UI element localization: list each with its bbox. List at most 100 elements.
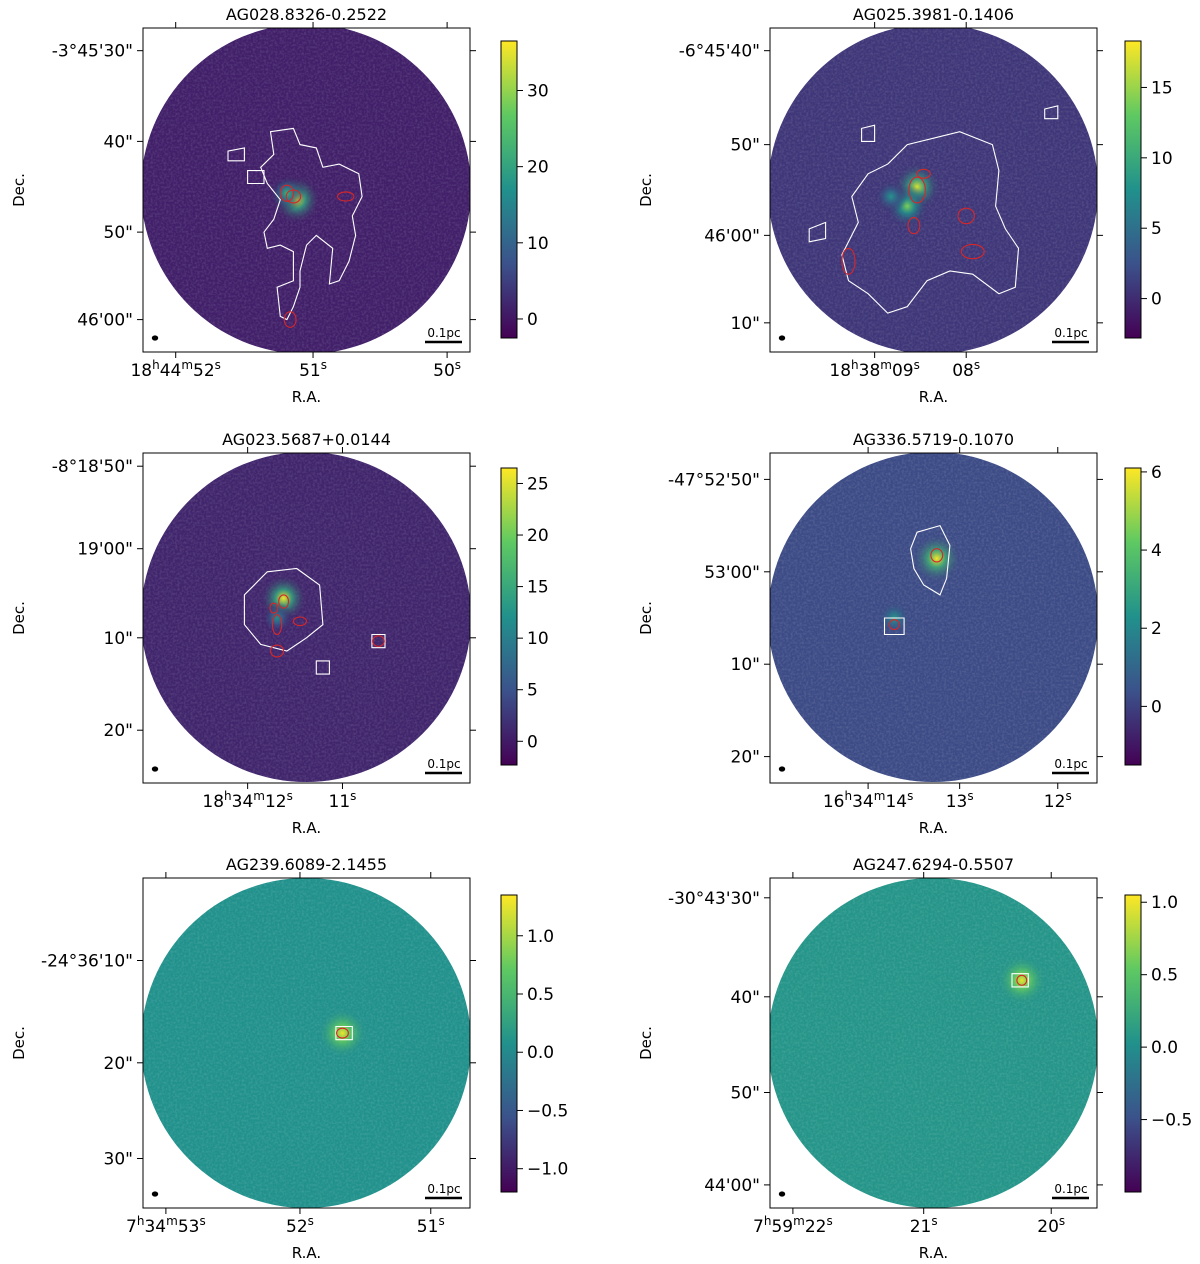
colorbar-tick-label: 0	[1151, 697, 1162, 717]
scalebar-label: 0.1pc	[427, 757, 460, 771]
x-ticks: 18h44m52s 51s 50s	[130, 22, 461, 381]
contour-core	[916, 168, 931, 179]
x-tick-label: 50s	[433, 358, 461, 381]
core-contours	[888, 548, 944, 631]
y-tick-label: 19'00"	[77, 540, 133, 560]
panel-title: AG025.3981-0.1406	[853, 5, 1014, 24]
scalebar-label: 0.1pc	[1054, 326, 1087, 340]
x-tick-label: 08s	[952, 358, 980, 381]
contour-outer	[335, 1025, 353, 1041]
contour-core	[292, 616, 308, 627]
contour-outer	[861, 124, 876, 142]
panel-3: AG023.5687+0.0144 0.1pc 18h34m12s 11s -8°18'…	[10, 430, 549, 837]
y-tick-label: 40"	[731, 988, 760, 1008]
y-ticks: -3°45'30" 40" 50" 46'00"	[52, 42, 476, 331]
colorbar: −0.5 0.0 0.5 1.0	[1124, 893, 1192, 1193]
x-axis-label: R.A.	[919, 1244, 948, 1262]
contour-core	[960, 243, 985, 260]
panel-6: AG247.6294-0.5507 0.1pc 7h59m22s 21s 20s -30°…	[637, 855, 1192, 1262]
colorbar-tick-label: 10	[527, 234, 549, 254]
emission-peak	[874, 180, 908, 213]
colorbar: 0 5 10 15 20 25	[500, 467, 549, 766]
panel-title: AG247.6294-0.5507	[853, 855, 1014, 874]
y-tick-label: 50"	[104, 223, 133, 243]
map-noise	[143, 878, 470, 1208]
y-tick-label: 10"	[731, 655, 760, 675]
panel-title: AG023.5687+0.0144	[222, 430, 391, 449]
y-tick-label: -8°18'50"	[52, 457, 133, 477]
contour-core	[279, 184, 294, 202]
colorbar-gradient	[500, 40, 518, 339]
y-ticks: -30°43'30" 40" 50" 44'00"	[668, 889, 1103, 1196]
colorbar-tick-label: 0	[527, 732, 538, 752]
core-contours	[841, 168, 985, 275]
axes-frame	[769, 877, 1098, 1209]
contour-core	[283, 311, 297, 328]
x-tick-label: 7h59m22s	[753, 1214, 833, 1237]
y-axis-label: Dec.	[10, 1026, 28, 1060]
panel-title: AG336.5719-0.1070	[853, 430, 1014, 449]
map-noise	[143, 453, 470, 782]
contour-outer	[247, 170, 265, 185]
panel-title: AG028.8326-0.2522	[226, 5, 387, 24]
axes-frame	[769, 452, 1098, 784]
x-tick-label: 13s	[946, 789, 974, 812]
beam-ellipse	[778, 1191, 786, 1197]
colorbar-tick-label: 5	[527, 681, 538, 701]
emission-peak	[261, 602, 294, 634]
x-axis-label: R.A.	[919, 388, 948, 406]
y-tick-label: 20"	[731, 748, 760, 768]
scalebar-label: 0.1pc	[427, 1182, 460, 1196]
axes-frame	[142, 877, 471, 1209]
beam-ellipse	[778, 335, 786, 341]
y-tick-label: 44'00"	[704, 1176, 760, 1196]
contour-outer	[910, 524, 951, 596]
contour-core	[907, 216, 921, 235]
contour-core	[930, 548, 944, 563]
contour-outer	[315, 660, 330, 675]
outer-contours	[335, 1025, 353, 1041]
colorbar-tick-label: 10	[1151, 149, 1173, 169]
contour-core	[337, 191, 355, 202]
emission-peak	[912, 533, 962, 584]
panel-2: AG025.3981-0.1406 0.1pc 18h38m09s 08s -6°45'…	[637, 5, 1173, 406]
y-tick-label: 53'00"	[704, 563, 760, 583]
outer-contours	[227, 127, 363, 321]
intensity-map	[770, 878, 1097, 1208]
colorbar-tick-label: 0.5	[527, 985, 554, 1005]
contour-core	[888, 619, 900, 631]
y-axis-label: Dec.	[637, 1026, 655, 1060]
contour-outer	[243, 567, 324, 652]
y-ticks: -8°18'50" 19'00" 10" 20"	[52, 457, 476, 741]
colorbar-gradient	[500, 467, 518, 766]
y-axis-label: Dec.	[637, 173, 655, 207]
colorbar-tick-label: −0.5	[1151, 1111, 1192, 1131]
intensity-map	[143, 28, 470, 352]
emission-peak	[317, 1008, 368, 1058]
contour-core	[336, 1027, 349, 1039]
scalebar-label: 0.1pc	[1054, 1182, 1087, 1196]
contour-outer	[260, 127, 363, 321]
x-tick-label: 18h34m12s	[202, 789, 293, 812]
colorbar-tick-label: −0.5	[527, 1101, 568, 1121]
intensity-map	[143, 453, 470, 782]
y-tick-label: 46'00"	[77, 311, 133, 331]
y-tick-label: 20"	[104, 1054, 133, 1074]
axes-frame	[142, 27, 471, 353]
outer-contours	[243, 567, 386, 675]
colorbar-tick-label: 15	[1151, 78, 1173, 98]
y-axis-label: Dec.	[10, 601, 28, 635]
colorbar-gradient	[1124, 467, 1142, 766]
contour-core	[271, 614, 283, 636]
x-axis-label: R.A.	[292, 819, 321, 837]
contour-core	[372, 635, 385, 647]
colorbar: −1.0 −0.5 0.0 0.5 1.0	[500, 894, 568, 1193]
y-axis-label: Dec.	[637, 601, 655, 635]
y-ticks: -47°52'50" 53'00" 10" 20"	[668, 470, 1103, 768]
y-tick-label: -30°43'30"	[668, 889, 760, 909]
x-ticks: 7h59m22s 21s 20s	[753, 872, 1065, 1237]
emission-peak	[997, 955, 1047, 1005]
y-tick-label: -6°45'40"	[679, 42, 760, 62]
contour-core	[957, 207, 975, 225]
x-ticks: 7h34m53s 52s 51s	[126, 872, 445, 1237]
